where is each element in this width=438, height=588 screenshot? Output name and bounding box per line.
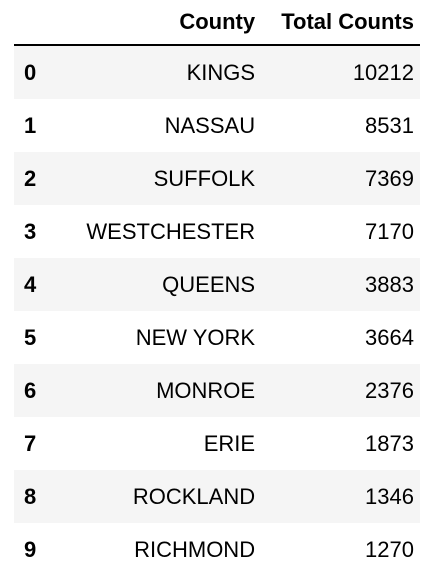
table-row: 2 SUFFOLK 7369: [14, 152, 420, 205]
total-counts-cell: 8531: [365, 112, 414, 138]
total-counts-cell: 1270: [365, 536, 414, 562]
county-cell: NEW YORK: [135, 324, 256, 350]
header-row: County Total Counts: [14, 0, 420, 46]
table-row: 0 KINGS 10212: [14, 45, 420, 99]
row-index: 9: [24, 536, 37, 562]
table-header: County Total Counts: [14, 0, 420, 46]
total-counts-cell: 7170: [365, 218, 414, 244]
total-counts-cell: 2376: [365, 377, 414, 403]
total-counts-cell: 3883: [365, 271, 414, 297]
county-cell: WESTCHESTER: [86, 218, 256, 244]
county-cell: RICHMOND: [134, 536, 256, 562]
table-body: 0 KINGS 10212 1 NASSAU 8531 2 SUFFOLK 73…: [14, 45, 420, 576]
dataframe-table: County Total Counts 0 KINGS 10212 1 NASS…: [14, 0, 420, 576]
county-cell: ROCKLAND: [132, 483, 256, 509]
dataframe-table-container: County Total Counts 0 KINGS 10212 1 NASS…: [14, 0, 420, 576]
table-row: 7 ERIE 1873: [14, 417, 420, 470]
county-cell: MONROE: [156, 377, 256, 403]
total-counts-cell: 7369: [365, 165, 414, 191]
table-row: 5 NEW YORK 3664: [14, 311, 420, 364]
row-index: 7: [24, 430, 37, 456]
county-column-header: County: [56, 0, 262, 46]
row-index: 1: [24, 112, 37, 138]
table-row: 4 QUEENS 3883: [14, 258, 420, 311]
county-cell: KINGS: [186, 59, 256, 85]
index-header: [14, 0, 57, 46]
row-index: 3: [24, 218, 37, 244]
total-counts-cell: 10212: [352, 59, 414, 85]
row-index: 4: [24, 271, 37, 297]
total-counts-cell: 1346: [365, 483, 414, 509]
county-cell: NASSAU: [164, 112, 256, 138]
table-row: 9 RICHMOND 1270: [14, 523, 420, 576]
table-row: 6 MONROE 2376: [14, 364, 420, 417]
total-counts-cell: 1873: [365, 430, 414, 456]
row-index: 6: [24, 377, 37, 403]
table-row: 3 WESTCHESTER 7170: [14, 205, 420, 258]
table-row: 1 NASSAU 8531: [14, 99, 420, 152]
row-index: 8: [24, 483, 37, 509]
row-index: 2: [24, 165, 37, 191]
county-cell: SUFFOLK: [153, 165, 256, 191]
table-row: 8 ROCKLAND 1346: [14, 470, 420, 523]
total-counts-column-header: Total Counts: [261, 0, 420, 46]
total-counts-cell: 3664: [365, 324, 414, 350]
row-index: 5: [24, 324, 37, 350]
county-cell: QUEENS: [162, 271, 256, 297]
row-index: 0: [24, 59, 37, 85]
county-cell: ERIE: [203, 430, 256, 456]
